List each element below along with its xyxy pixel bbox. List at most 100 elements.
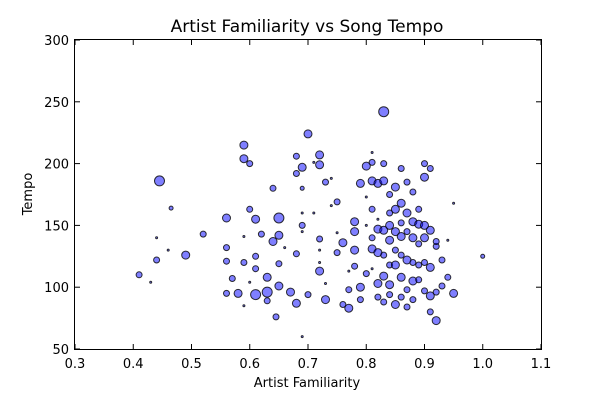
- scatter-point: [299, 185, 305, 191]
- scatter-point: [397, 165, 405, 172]
- scatter-point: [386, 191, 394, 198]
- x-tick-label: 1.0: [472, 357, 493, 372]
- scatter-point: [269, 184, 277, 192]
- scatter-point: [252, 265, 260, 273]
- scatter-point: [329, 176, 333, 180]
- x-tick-label: 0.9: [414, 357, 435, 372]
- scatter-point: [420, 172, 429, 182]
- x-tick-label: 0.8: [356, 357, 377, 372]
- scatter-point: [292, 170, 300, 177]
- scatter-point: [370, 267, 374, 271]
- scatter-point: [426, 165, 434, 172]
- y-tick-label: 50: [52, 343, 69, 358]
- y-axis-label: Tempo: [21, 173, 36, 217]
- scatter-point: [155, 236, 159, 240]
- scatter-point: [420, 233, 429, 243]
- scatter-point: [300, 335, 304, 339]
- x-tick-label: 0.7: [298, 357, 319, 372]
- scatter-point: [344, 303, 354, 313]
- scatter-point: [239, 140, 249, 150]
- scatter-point: [386, 291, 394, 299]
- scatter-point: [274, 230, 284, 240]
- scatter-point: [154, 175, 165, 187]
- scatter-point: [252, 252, 260, 260]
- scatter-point: [345, 286, 353, 294]
- scatter-point: [421, 259, 428, 266]
- scatter-point: [438, 282, 446, 290]
- scatter-point: [297, 162, 307, 172]
- scatter-point: [350, 217, 360, 227]
- scatter-point: [390, 260, 400, 270]
- scatter-point: [246, 160, 254, 168]
- scatter-point: [324, 282, 327, 285]
- scatter-point: [347, 269, 351, 273]
- scatter-point: [379, 225, 389, 235]
- scatter-point: [350, 245, 360, 255]
- scatter-point: [452, 201, 456, 205]
- scatter-point: [149, 280, 153, 284]
- scatter-point: [361, 161, 371, 171]
- scatter-point: [425, 225, 435, 235]
- scatter-point: [402, 208, 412, 218]
- x-axis: 0.3 0.4 0.5 0.6 0.7 0.8 0.9 1.0 1.1: [65, 40, 551, 372]
- points-layer: [135, 106, 486, 339]
- scatter-point: [397, 293, 405, 301]
- scatter-point: [425, 291, 435, 301]
- scatter-point: [292, 152, 300, 160]
- scatter-point: [329, 204, 333, 208]
- scatter-point: [362, 270, 370, 278]
- scatter-point: [246, 205, 254, 213]
- plot-frame: [74, 39, 542, 350]
- scatter-point: [379, 176, 389, 186]
- scatter-point: [380, 251, 388, 259]
- scatter-point: [370, 151, 374, 154]
- scatter-point: [379, 271, 389, 281]
- x-tick-label: 0.5: [181, 357, 202, 372]
- scatter-point: [368, 158, 376, 166]
- scatter-point: [420, 220, 429, 230]
- scatter-point: [312, 160, 316, 164]
- scatter-point: [403, 178, 411, 186]
- scatter-point: [415, 276, 423, 284]
- y-axis: 50 100 150 200 250 300: [44, 34, 541, 358]
- scatter-point: [385, 235, 395, 245]
- scatter-point: [397, 219, 405, 227]
- scatter-point: [408, 233, 418, 243]
- scatter-point: [316, 235, 324, 243]
- scatter-point: [397, 251, 405, 259]
- scatter-point: [315, 266, 325, 276]
- scatter-point: [335, 231, 339, 235]
- scatter-point: [409, 188, 417, 196]
- scatter-point: [376, 217, 380, 221]
- scatter-point: [223, 257, 230, 265]
- scatter-point: [315, 150, 325, 160]
- scatter-point: [242, 235, 246, 238]
- scatter-point: [403, 228, 411, 236]
- scatter-point: [242, 304, 246, 308]
- scatter-point: [257, 230, 265, 238]
- y-tick-label: 250: [44, 96, 69, 111]
- scatter-point: [268, 237, 278, 246]
- scatter-point: [240, 259, 248, 266]
- scatter-point: [222, 213, 231, 223]
- scatter-point: [250, 289, 262, 301]
- scatter-point: [444, 273, 452, 281]
- scatter-point: [228, 275, 236, 282]
- scatter-point: [426, 308, 434, 316]
- scatter-point: [431, 316, 441, 326]
- scatter-point: [239, 154, 249, 164]
- scatter-point: [318, 248, 322, 252]
- y-tick-label: 150: [44, 219, 69, 234]
- scatter-point: [333, 249, 341, 257]
- scatter-point: [339, 301, 347, 308]
- scatter-point: [390, 300, 400, 309]
- scatter-point: [396, 232, 406, 241]
- scatter-point: [322, 178, 329, 186]
- scatter-point: [390, 227, 400, 237]
- scatter-point: [449, 288, 459, 298]
- scatter-point: [385, 220, 395, 230]
- scatter-point: [263, 297, 271, 305]
- scatter-point: [385, 280, 395, 290]
- scatter-point: [421, 160, 428, 168]
